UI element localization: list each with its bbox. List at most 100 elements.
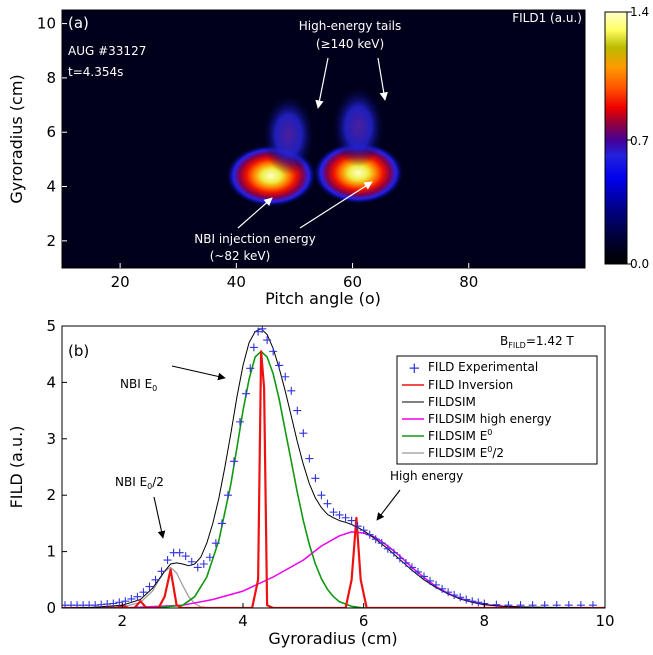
heatmap-blobs bbox=[226, 86, 404, 207]
experimental-point bbox=[157, 567, 166, 576]
heatmap-y-ticks: 2 4 6 8 10 bbox=[37, 15, 67, 250]
legend-label-e0-half: FILDSIM E0/2 bbox=[428, 445, 504, 460]
field-label: BFILD=1.42 T bbox=[500, 334, 574, 350]
experimental-point bbox=[389, 548, 398, 557]
line-y-label: FILD (a.u.) bbox=[7, 426, 26, 509]
line-y-tick-label: 0 bbox=[46, 599, 56, 617]
experimental-point bbox=[359, 526, 368, 535]
experimental-point bbox=[249, 343, 258, 352]
heatmap-y-tick-label: 10 bbox=[37, 15, 56, 33]
legend-label-fildsim: FILDSIM bbox=[428, 395, 476, 409]
series-fildsim-e0 bbox=[62, 350, 605, 608]
experimental-point bbox=[377, 539, 386, 548]
legend-marker-experimental: + bbox=[408, 359, 421, 377]
heatmap-x-tick-label: 40 bbox=[227, 273, 246, 291]
experimental-point bbox=[341, 513, 350, 522]
experimental-point bbox=[383, 544, 392, 553]
nbi-e0-arrow bbox=[171, 365, 226, 381]
nbi-half-label: NBI E0/2 bbox=[115, 475, 164, 491]
experimental-point bbox=[311, 474, 320, 483]
experimental-point bbox=[193, 563, 202, 572]
line-x-tick-label: 2 bbox=[118, 612, 128, 630]
nbi-energy-value: (~82 keV) bbox=[210, 249, 271, 263]
experimental-point bbox=[217, 519, 226, 528]
experimental-point bbox=[329, 508, 338, 517]
heatmap-y-tick-label: 8 bbox=[46, 69, 56, 87]
experimental-point bbox=[299, 429, 308, 438]
experimental-point bbox=[133, 592, 142, 601]
experimental-point bbox=[175, 548, 184, 557]
legend: + FILD Experimental FILD Inversion FILDS… bbox=[396, 355, 598, 465]
line-x-ticks: 2 4 6 8 10 bbox=[118, 603, 615, 630]
line-y-tick-label: 4 bbox=[46, 373, 56, 391]
tails-arrow-left bbox=[315, 57, 329, 109]
nbi-energy-label: NBI injection energy bbox=[194, 232, 315, 246]
experimental-point bbox=[450, 591, 459, 600]
experimental-point bbox=[242, 389, 251, 398]
experimental-point bbox=[139, 588, 148, 597]
experimental-point bbox=[127, 594, 136, 603]
line-series bbox=[62, 326, 605, 608]
experimental-point bbox=[211, 539, 220, 548]
line-y-tick-label: 1 bbox=[46, 543, 56, 561]
heatmap-y-tick-label: 2 bbox=[46, 232, 56, 250]
line-y-ticks: 0 1 2 3 4 5 bbox=[46, 317, 67, 617]
line-panel: 2 4 6 8 10 0 1 2 3 4 5 (b) BFILD=1.42 T NBI E0 NB… bbox=[7, 317, 615, 648]
heatmap-frame bbox=[61, 9, 586, 269]
experimental-point bbox=[115, 598, 124, 607]
series-fild-inversion bbox=[62, 350, 605, 608]
colorbar-tick-min: 0.0 bbox=[630, 257, 649, 271]
heatmap-y-tick-label: 4 bbox=[46, 178, 56, 196]
experimental-point bbox=[281, 372, 290, 381]
series-fildsim bbox=[62, 328, 605, 608]
experimental-point bbox=[254, 327, 263, 336]
line-x-tick-label: 8 bbox=[480, 612, 490, 630]
colorbar-tick-mid-label: 0.7 bbox=[630, 134, 649, 148]
heatmap-background bbox=[62, 10, 585, 268]
nbi-half-arrow bbox=[153, 496, 166, 539]
experimental-point bbox=[432, 580, 441, 589]
line-x-label: Gyroradius (cm) bbox=[268, 629, 397, 648]
experimental-point bbox=[151, 575, 160, 584]
experimental-point bbox=[121, 597, 130, 606]
heatmap-y-tick-label: 6 bbox=[46, 123, 56, 141]
experimental-point bbox=[263, 336, 272, 345]
shot-label: AUG #33127 bbox=[68, 44, 146, 58]
experimental-point bbox=[401, 558, 410, 567]
experimental-point bbox=[407, 563, 416, 572]
series-fildsim-e0-2 bbox=[62, 566, 605, 608]
heatmap-blob-2 bbox=[313, 141, 404, 204]
time-label: t=4.354s bbox=[68, 65, 123, 79]
heatmap-x-tick-label: 60 bbox=[343, 273, 362, 291]
experimental-point bbox=[413, 567, 422, 576]
heatmap-x-label: Pitch angle (o) bbox=[265, 289, 381, 308]
experimental-point bbox=[205, 553, 214, 562]
experimental-point bbox=[444, 588, 453, 597]
tails-energy-label: (≥140 keV) bbox=[316, 37, 384, 51]
legend-label-high-energy: FILDSIM high energy bbox=[428, 412, 551, 426]
colorbar-tick-max: 1.4 bbox=[630, 5, 649, 19]
experimental-point bbox=[187, 557, 196, 566]
heatmap-panel-label: (a) bbox=[68, 14, 89, 32]
heatmap-blob-3 bbox=[262, 94, 315, 175]
line-x-tick-label: 10 bbox=[595, 612, 614, 630]
experimental-point bbox=[456, 593, 465, 602]
experimental-point bbox=[426, 576, 435, 585]
nbi-arrow-left bbox=[237, 197, 273, 229]
experimental-point bbox=[438, 584, 447, 593]
experimental-point bbox=[468, 597, 477, 606]
experimental-point bbox=[335, 510, 344, 519]
legend-box bbox=[396, 355, 598, 465]
tails-label: High-energy tails bbox=[299, 19, 402, 33]
experimental-point bbox=[246, 364, 255, 373]
experimental-point bbox=[420, 572, 428, 581]
tails-arrow-right bbox=[377, 57, 388, 101]
experimental-point bbox=[323, 499, 332, 508]
experimental-point bbox=[181, 552, 190, 561]
heatmap-y-label: Gyroradius (cm) bbox=[7, 74, 26, 203]
experimental-point bbox=[371, 535, 380, 544]
experimental-point bbox=[492, 600, 501, 608]
experimental-point bbox=[395, 554, 404, 563]
high-energy-arrow bbox=[376, 489, 401, 521]
